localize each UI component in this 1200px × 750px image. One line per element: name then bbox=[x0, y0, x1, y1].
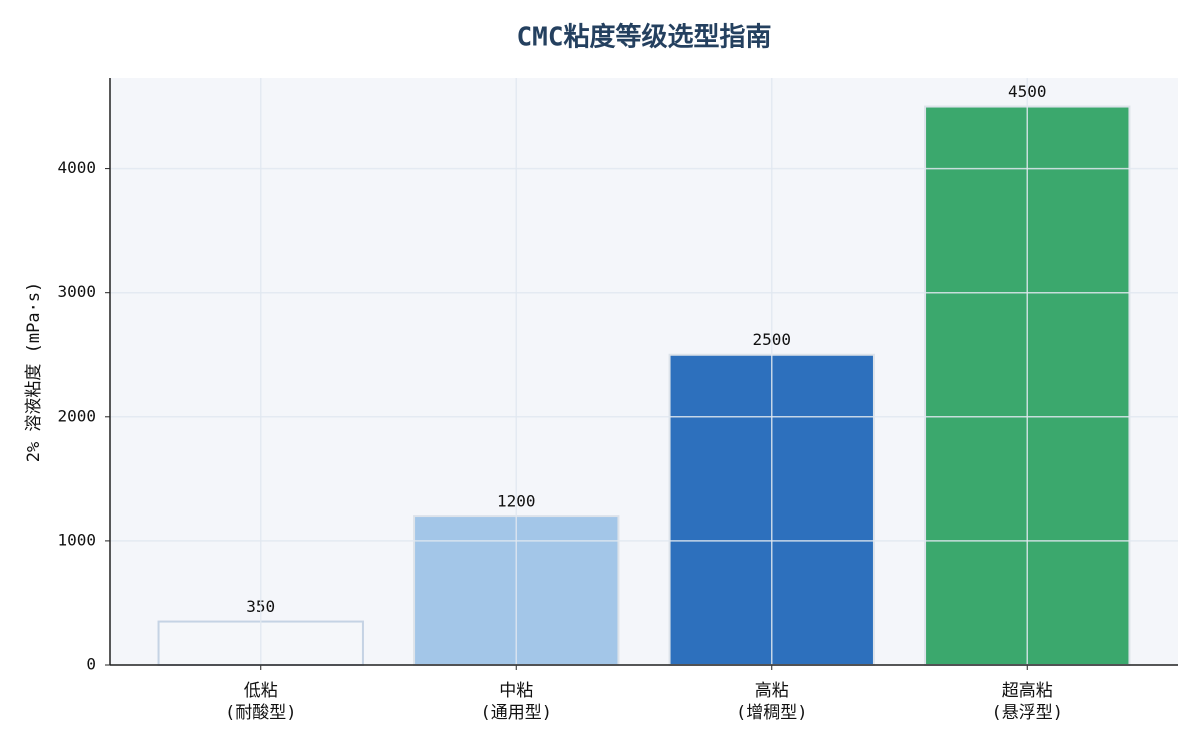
y-axis-label: 2% 溶液粘度 (mPa·s) bbox=[24, 282, 44, 463]
x-tick-label: 超高粘 (悬浮型) bbox=[991, 681, 1063, 723]
y-tick-label: 1000 bbox=[57, 530, 96, 549]
y-tick-label: 2000 bbox=[57, 406, 96, 425]
x-tick-label: 低粘 (耐酸型) bbox=[224, 681, 297, 723]
chart-title: CMC粘度等级选型指南 bbox=[517, 22, 772, 53]
y-tick-label: 3000 bbox=[57, 282, 96, 301]
x-tick-label: 中粘 (通用型) bbox=[480, 681, 552, 723]
y-tick-label: 0 bbox=[86, 655, 96, 674]
y-tick-label: 4000 bbox=[57, 158, 96, 177]
x-tick-label: 高粘 (增稠型) bbox=[736, 681, 808, 723]
